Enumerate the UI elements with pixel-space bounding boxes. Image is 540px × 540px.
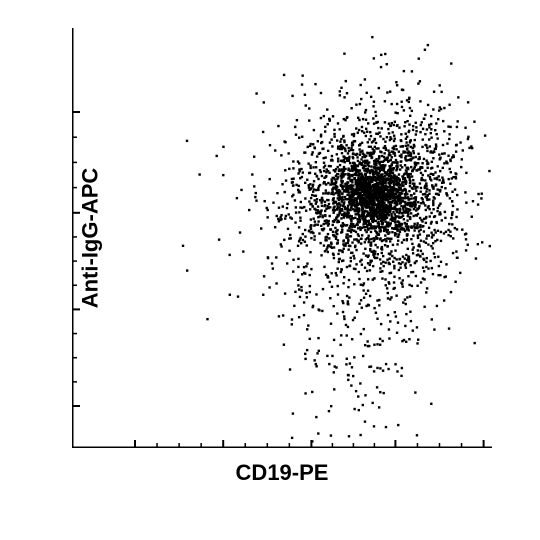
flow-cytometry-scatter: Anti-IgG-APC CD19-PE [0, 0, 540, 540]
x-axis-label: CD19-PE [236, 460, 329, 486]
scatter-plot-canvas [72, 28, 492, 448]
